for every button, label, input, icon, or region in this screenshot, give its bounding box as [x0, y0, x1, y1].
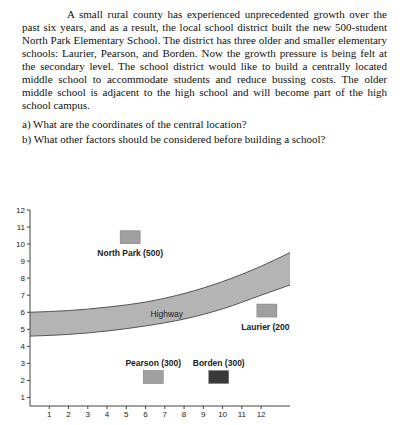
svg-text:4: 4: [105, 410, 110, 419]
svg-text:5: 5: [21, 325, 26, 334]
svg-text:12: 12: [16, 206, 25, 215]
svg-text:9: 9: [21, 257, 26, 266]
svg-text:6: 6: [143, 410, 148, 419]
svg-text:7: 7: [163, 410, 168, 419]
svg-text:11: 11: [238, 410, 247, 419]
svg-text:North Park (500): North Park (500): [97, 248, 163, 258]
html-text:A small rural county has exper: A small rural county has experienced unp…: [22, 8, 387, 111]
svg-text:10: 10: [218, 410, 227, 419]
svg-text:3: 3: [86, 410, 91, 419]
svg-text:6: 6: [21, 308, 26, 317]
svg-text:2: 2: [66, 410, 71, 419]
svg-text:1: 1: [47, 410, 52, 419]
svg-text:Laurier (200): Laurier (200): [241, 322, 290, 332]
svg-text:10: 10: [16, 240, 25, 249]
svg-text:3: 3: [21, 359, 26, 368]
svg-text:8: 8: [182, 410, 187, 419]
html-text:b) What other factors should b: b) What other factors should be consider…: [22, 133, 326, 145]
svg-text:2: 2: [21, 376, 26, 385]
svg-text:Pearson (300): Pearson (300): [125, 358, 181, 368]
svg-text:Borden (300): Borden (300): [193, 358, 245, 368]
svg-text:8: 8: [21, 274, 26, 283]
svg-text:9: 9: [201, 410, 206, 419]
html-text:a) What are the coordinates of: a) What are the coordinates of the centr…: [22, 118, 247, 130]
svg-text:4: 4: [21, 342, 26, 351]
svg-text:12: 12: [257, 410, 266, 419]
svg-text:11: 11: [17, 223, 26, 232]
svg-text:1: 1: [21, 393, 26, 402]
svg-text:7: 7: [21, 291, 26, 300]
svg-text:Highway: Highway: [150, 309, 183, 319]
svg-text:5: 5: [124, 410, 129, 419]
